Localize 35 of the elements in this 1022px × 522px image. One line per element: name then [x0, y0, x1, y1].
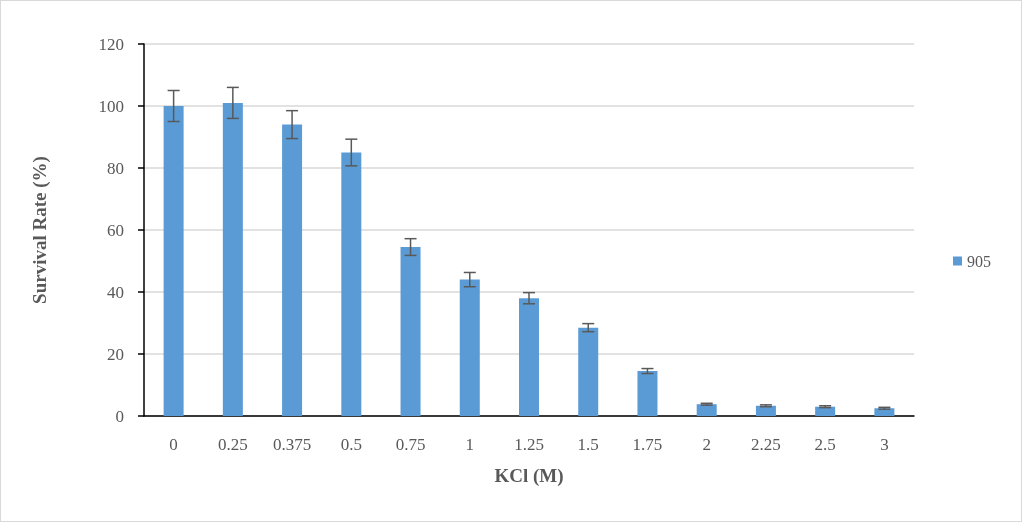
legend-label: 905 [967, 252, 991, 270]
y-tick-label: 120 [98, 34, 124, 54]
x-tick-label: 2 [702, 435, 711, 454]
bar [815, 406, 836, 416]
y-axis-title: Survival Rate (%) [29, 156, 51, 304]
bar [222, 102, 243, 416]
bar [400, 247, 421, 416]
x-tick-label: 2.5 [814, 435, 836, 454]
x-tick-label: 0.25 [217, 435, 248, 454]
x-tick-label: 1 [465, 435, 475, 454]
bar [755, 405, 776, 416]
bar [341, 152, 362, 416]
y-tick-label: 40 [107, 282, 124, 302]
x-tick-label: 0.375 [272, 435, 312, 454]
x-tick-label: 0.75 [395, 435, 426, 454]
y-tick-label: 0 [115, 406, 124, 426]
x-tick-label: 0.5 [340, 435, 362, 454]
x-tick-label: 3 [880, 435, 889, 454]
x-tick-label: 2.25 [751, 435, 781, 454]
y-tick-label: 60 [107, 220, 124, 240]
y-tick-label: 80 [107, 158, 124, 178]
bar [696, 404, 717, 416]
bar [459, 279, 480, 416]
x-tick-label: 0 [169, 435, 178, 454]
bar [637, 371, 658, 416]
bar [578, 327, 599, 416]
y-tick-label: 20 [107, 344, 124, 364]
x-tick-label: 1.75 [632, 435, 663, 454]
x-tick-label: 1.25 [514, 435, 544, 454]
x-axis-title: KCl (M) [494, 465, 564, 487]
bar [163, 106, 184, 416]
y-tick-label: 100 [98, 96, 124, 116]
bar [519, 298, 539, 416]
x-tick-label: 1.5 [577, 435, 599, 454]
bar [282, 124, 303, 416]
